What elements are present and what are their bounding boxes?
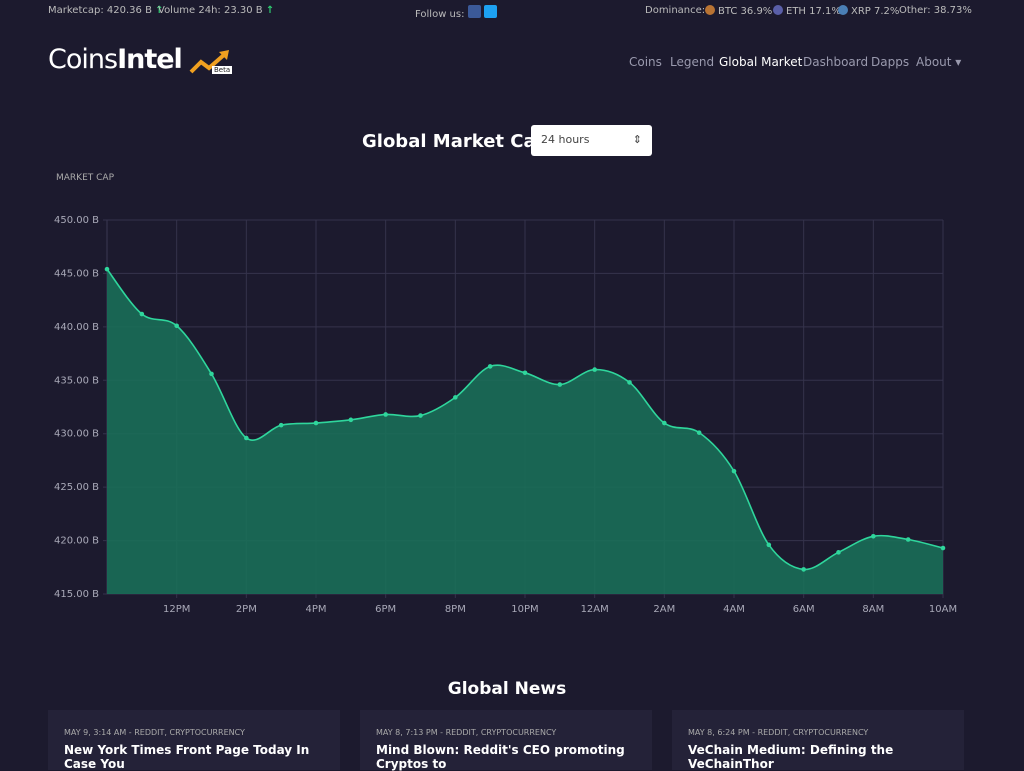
- other: Other: 38.73%: [899, 5, 972, 16]
- eth: ETH 17.1%: [773, 5, 841, 17]
- news-card[interactable]: MAY 9, 3:14 AM - REDDIT, CRYPTOCURRENCY N…: [48, 710, 340, 771]
- news-headline: New York Times Front Page Today In Case …: [64, 743, 310, 771]
- point: [139, 311, 145, 317]
- y-tick-label: 420.00 B: [54, 536, 99, 547]
- y-axis-label: MARKET CAP: [56, 173, 114, 183]
- news-headline: VeChain Medium: Defining the VeChainThor: [688, 743, 894, 771]
- y-tick-label: 435.00 B: [54, 375, 99, 386]
- point: [557, 382, 563, 387]
- y-tick-label: 445.00 B: [54, 268, 99, 279]
- logo[interactable]: CoinsIntel: [48, 44, 183, 75]
- x-tick-label: 2PM: [236, 604, 257, 615]
- y-tick-label: 415.00 B: [54, 589, 99, 600]
- y-tick-label: 450.00 B: [54, 215, 99, 226]
- x-tick-label: 8PM: [445, 604, 466, 615]
- chart-title: Global Market Cap: [362, 131, 549, 152]
- nav-link[interactable]: Legend: [670, 55, 715, 69]
- y-tick-label: 430.00 B: [54, 429, 99, 440]
- area: [107, 269, 943, 594]
- x-tick-label: 12AM: [581, 604, 609, 615]
- point: [766, 542, 772, 548]
- x-tick-label: 10AM: [929, 604, 957, 615]
- beta-badge: Beta: [212, 66, 233, 74]
- x-tick-label: 2AM: [653, 604, 675, 615]
- point: [174, 323, 179, 329]
- point: [487, 364, 493, 369]
- point: [801, 567, 806, 572]
- volume-text: Volume 24h: 23.30 B: [158, 5, 263, 16]
- point: [104, 266, 110, 272]
- btc: BTC 36.9%: [705, 5, 772, 17]
- x-tick-label: 6AM: [793, 604, 815, 615]
- x-tick-label: 4AM: [723, 604, 745, 615]
- y-tick-label: 425.00 B: [54, 482, 99, 493]
- btc-text: BTC 36.9%: [718, 6, 773, 17]
- xrp: XRP 7.2%: [838, 5, 899, 17]
- nav-dropdown[interactable]: About ▾: [916, 55, 962, 69]
- facebook-icon[interactable]: [467, 5, 481, 18]
- news-headline: Mind Blown: Reddit's CEO promoting Crypt…: [376, 743, 625, 771]
- point: [209, 371, 214, 377]
- point: [383, 412, 388, 417]
- news-card[interactable]: MAY 8, 6:24 PM - REDDIT, CRYPTOCURRENCY V…: [672, 710, 964, 771]
- xrp-text: XRP 7.2%: [851, 6, 900, 17]
- point: [592, 367, 597, 372]
- follow: Follow us:: [415, 5, 500, 20]
- logo-bold: Intel: [117, 44, 183, 75]
- x-tick-label: 12PM: [163, 604, 190, 615]
- point: [453, 395, 458, 400]
- news-meta: MAY 9, 3:14 AM - REDDIT, CRYPTOCURRENCY: [64, 728, 245, 737]
- point: [731, 468, 737, 474]
- twitter-icon[interactable]: [483, 5, 497, 18]
- logo-light: Coins: [48, 44, 118, 75]
- point: [905, 537, 911, 542]
- x-tick-label: 4PM: [305, 604, 326, 615]
- nav-link[interactable]: Coins: [629, 55, 662, 69]
- logo-icon: [189, 50, 229, 74]
- news-title: Global News: [447, 679, 567, 699]
- nav-link[interactable]: Global Market: [719, 55, 803, 69]
- follow-text: Follow us:: [415, 9, 465, 20]
- point: [244, 435, 249, 441]
- dominance: Dominance:: [645, 5, 706, 16]
- point: [522, 370, 528, 376]
- y-tick-label: 440.00 B: [54, 322, 99, 333]
- news-meta: MAY 8, 7:13 PM - REDDIT, CRYPTOCURRENCY: [376, 728, 557, 737]
- news-card[interactable]: MAY 8, 7:13 PM - REDDIT, CRYPTOCURRENCY M…: [360, 710, 652, 771]
- volume: Volume 24h: 23.30 B ↑: [158, 5, 275, 16]
- nav-link[interactable]: Dapps: [871, 55, 910, 69]
- eth-text: ETH 17.1%: [786, 6, 841, 17]
- nav-link[interactable]: Dashboard: [803, 55, 869, 69]
- news-meta: MAY 8, 6:24 PM - REDDIT, CRYPTOCURRENCY: [688, 728, 869, 737]
- nav-link: About: [916, 55, 952, 69]
- point: [313, 420, 319, 426]
- point: [348, 417, 354, 423]
- point: [836, 550, 841, 555]
- point: [940, 545, 946, 551]
- point: [871, 533, 876, 539]
- x-tick-label: 10PM: [511, 604, 538, 615]
- select-text: 24 hours: [541, 133, 590, 146]
- point: [696, 430, 702, 435]
- point: [627, 380, 632, 385]
- range-select[interactable]: 24 hours ⇕: [531, 125, 652, 156]
- x-tick-label: 6PM: [375, 604, 396, 615]
- point: [418, 413, 423, 418]
- x-tick-label: 8AM: [862, 604, 884, 615]
- point: [662, 420, 667, 426]
- marketcap-text: Marketcap: 420.36 B: [48, 5, 152, 16]
- point: [278, 422, 284, 428]
- marketcap: Marketcap: 420.36 B ↑: [48, 5, 164, 16]
